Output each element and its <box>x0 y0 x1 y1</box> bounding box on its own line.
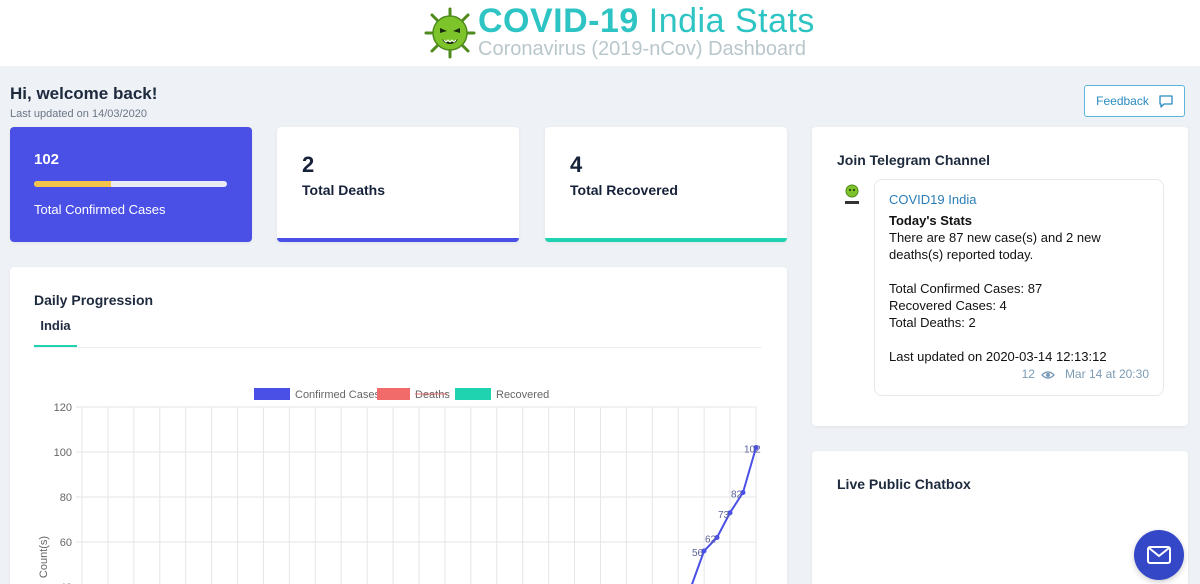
y-axis-label: Count(s) <box>38 536 50 578</box>
last-updated-text: Last updated on 14/03/2020 <box>10 108 148 120</box>
confirmed-point <box>753 445 759 450</box>
feedback-label: Feedback <box>1096 94 1149 108</box>
deaths-card: 2 Total Deaths <box>277 127 519 242</box>
confirmed-point <box>701 548 707 554</box>
eye-icon <box>1041 370 1055 379</box>
daily-progression-title: Daily Progression <box>34 292 154 308</box>
confirmed-progress-fill <box>34 181 112 187</box>
recovered-card: 4 Total Recovered <box>545 127 787 242</box>
channel-avatar-icon <box>845 184 859 204</box>
brand-title: COVID-19 India Stats <box>478 2 815 41</box>
recovered-label: Total Recovered <box>570 182 678 198</box>
confirmed-point <box>714 535 720 540</box>
confirmed-data-label: 82 <box>731 490 743 501</box>
message-deaths: Total Deaths: 2 <box>889 315 976 330</box>
message-updated: Last updated on 2020-03-14 12:13:12 <box>889 349 1107 364</box>
mail-icon <box>1147 546 1171 564</box>
legend-swatch-0 <box>254 388 290 400</box>
brand-title-bold: COVID-19 <box>478 2 639 40</box>
chatbox-title: Live Public Chatbox <box>837 476 971 492</box>
telegram-title: Join Telegram Channel <box>837 152 990 168</box>
message-date: Mar 14 at 20:30 <box>1064 367 1149 381</box>
y-tick-label: 60 <box>60 537 72 549</box>
confirmed-point <box>727 510 733 516</box>
channel-name-link[interactable]: COVID19 India <box>889 192 977 207</box>
y-tick-label: 80 <box>60 492 72 504</box>
message-line-2: deaths(s) reported today. <box>889 247 1034 262</box>
message-meta: 12 Mar 14 at 20:30 <box>1022 366 1149 383</box>
telegram-card: Join Telegram Channel COVID19 India Toda… <box>812 127 1188 426</box>
chat-fab-button[interactable] <box>1134 530 1184 580</box>
confirmed-label: Total Confirmed Cases <box>34 202 166 217</box>
message-heading: Today's Stats <box>889 213 973 228</box>
brand-title-light: India Stats <box>648 2 815 40</box>
message-recovered: Recovered Cases: 4 <box>889 298 1007 313</box>
tab-divider <box>34 347 762 348</box>
confirmed-cases-card: 102 Total Confirmed Cases <box>10 127 252 242</box>
telegram-message: COVID19 India Today's Stats There are 87… <box>874 179 1164 396</box>
daily-progression-chart: Confirmed Cases Deaths Recovered 40 60 80 100 1… <box>38 388 761 584</box>
confirmed-data-label: 73 <box>718 510 730 521</box>
deaths-label: Total Deaths <box>302 182 385 198</box>
view-count: 12 <box>1021 367 1035 381</box>
brand-subtitle: Coronavirus (2019-nCov) Dashboard <box>478 38 806 60</box>
comment-icon <box>1159 94 1173 108</box>
confirmed-data-label: 56 <box>692 548 704 559</box>
legend-swatch-2 <box>455 388 491 400</box>
confirmed-data-label: 102 <box>744 445 761 456</box>
confirmed-progress-bar <box>34 181 227 187</box>
legend-label-2: Recovered <box>496 389 549 401</box>
y-tick-label: 120 <box>54 402 72 414</box>
daily-progression-card: Daily Progression India Confirmed Cases D… <box>10 267 787 584</box>
top-header: COVID-19 India Stats Coronavirus (2019-n… <box>0 0 1200 66</box>
confirmed-count: 102 <box>34 151 60 168</box>
legend-label-0: Confirmed Cases <box>295 389 380 401</box>
welcome-heading: Hi, welcome back! <box>10 84 158 103</box>
confirmed-point <box>740 490 746 495</box>
message-confirmed: Total Confirmed Cases: 87 <box>889 281 1043 296</box>
feedback-button[interactable]: Feedback <box>1084 85 1185 117</box>
recovered-count: 4 <box>570 152 583 177</box>
legend-swatch-1 <box>377 388 410 400</box>
y-tick-label: 40 <box>60 582 72 584</box>
deaths-count: 2 <box>302 152 315 177</box>
confirmed-line <box>691 447 757 584</box>
y-tick-label: 100 <box>54 447 72 459</box>
virus-logo-icon <box>424 7 476 59</box>
tab-india[interactable]: India <box>34 317 77 347</box>
message-line-1: There are 87 new case(s) and 2 new <box>889 230 1101 245</box>
confirmed-data-label: 62 <box>705 535 717 546</box>
chatbox-card: Live Public Chatbox <box>812 451 1188 584</box>
legend-label-1: Deaths <box>415 389 450 401</box>
